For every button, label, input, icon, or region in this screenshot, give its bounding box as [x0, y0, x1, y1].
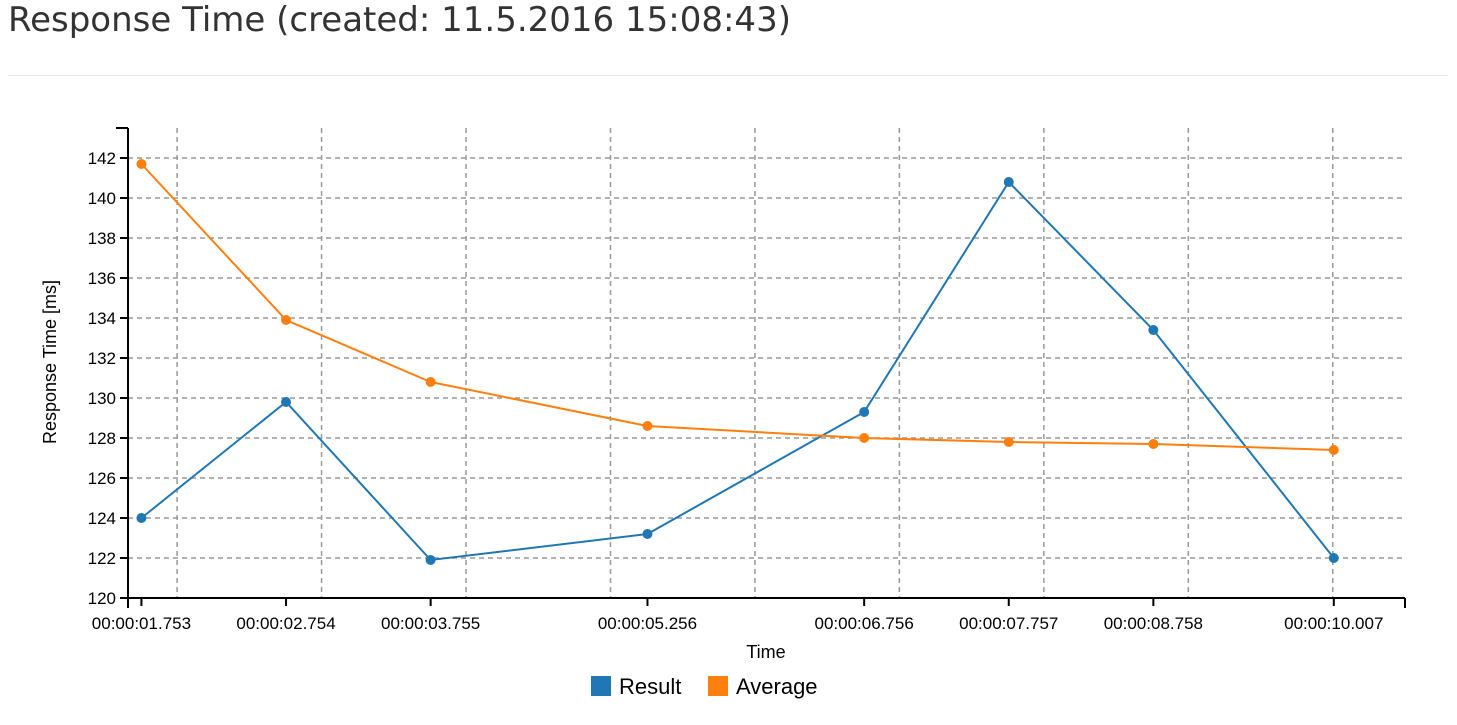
y-tick-label: 136	[88, 269, 116, 288]
y-tick-label: 120	[88, 589, 116, 608]
average-point	[1148, 439, 1159, 449]
result-point	[642, 529, 653, 539]
y-tick-label: 124	[88, 509, 116, 528]
average-point	[1003, 437, 1014, 447]
y-tick-label: 122	[88, 549, 116, 568]
average-line	[140, 163, 1334, 451]
axes: 120 122 124 126 128 130 132 134 136 138 140 142 00:0…	[88, 127, 1406, 633]
result-point	[859, 407, 870, 417]
y-tick-label: 138	[88, 229, 116, 248]
x-axis-label: Time	[746, 642, 785, 662]
title-divider	[8, 75, 1448, 76]
average-point	[425, 377, 436, 387]
average-point	[1328, 445, 1339, 455]
page-title: Response Time (created: 11.5.2016 15:08:…	[8, 0, 791, 40]
x-tick-label: 00:00:03.755	[381, 614, 480, 633]
average-point	[136, 159, 147, 169]
x-tick-label: 00:00:10.007	[1284, 614, 1383, 633]
x-tick-label: 00:00:08.758	[1104, 614, 1203, 633]
y-tick-label: 126	[88, 469, 116, 488]
y-axis-label: Response Time [ms]	[40, 280, 60, 444]
result-point	[1003, 177, 1014, 187]
legend-label-average: Average	[736, 674, 818, 699]
result-point	[1328, 553, 1339, 563]
x-tick-label: 00:00:06.756	[815, 614, 914, 633]
y-tick-label: 128	[88, 429, 116, 448]
legend-swatch-average	[708, 676, 728, 696]
result-point	[1148, 325, 1159, 335]
legend: Result Average	[591, 674, 818, 699]
x-tick-label: 00:00:02.754	[236, 614, 335, 633]
legend-label-result: Result	[619, 674, 681, 699]
y-tick-label: 140	[88, 189, 116, 208]
grid-lines	[128, 128, 1405, 598]
average-point	[281, 315, 292, 325]
average-point	[859, 433, 870, 443]
series-lines	[136, 159, 1339, 565]
result-line	[140, 180, 1335, 562]
y-tick-label: 132	[88, 349, 116, 368]
x-tick-label: 00:00:07.757	[959, 614, 1058, 633]
y-tick-label: 130	[88, 389, 116, 408]
result-point	[136, 513, 147, 523]
axis-labels: Time Response Time [ms]	[40, 280, 786, 662]
average-point	[642, 421, 653, 431]
legend-swatch-result	[591, 676, 611, 696]
result-point	[281, 397, 292, 407]
y-tick-label: 134	[88, 309, 116, 328]
x-tick-label: 00:00:05.256	[598, 614, 697, 633]
result-point	[425, 555, 436, 565]
x-tick-label: 00:00:01.753	[92, 614, 191, 633]
y-tick-label: 142	[88, 149, 116, 168]
